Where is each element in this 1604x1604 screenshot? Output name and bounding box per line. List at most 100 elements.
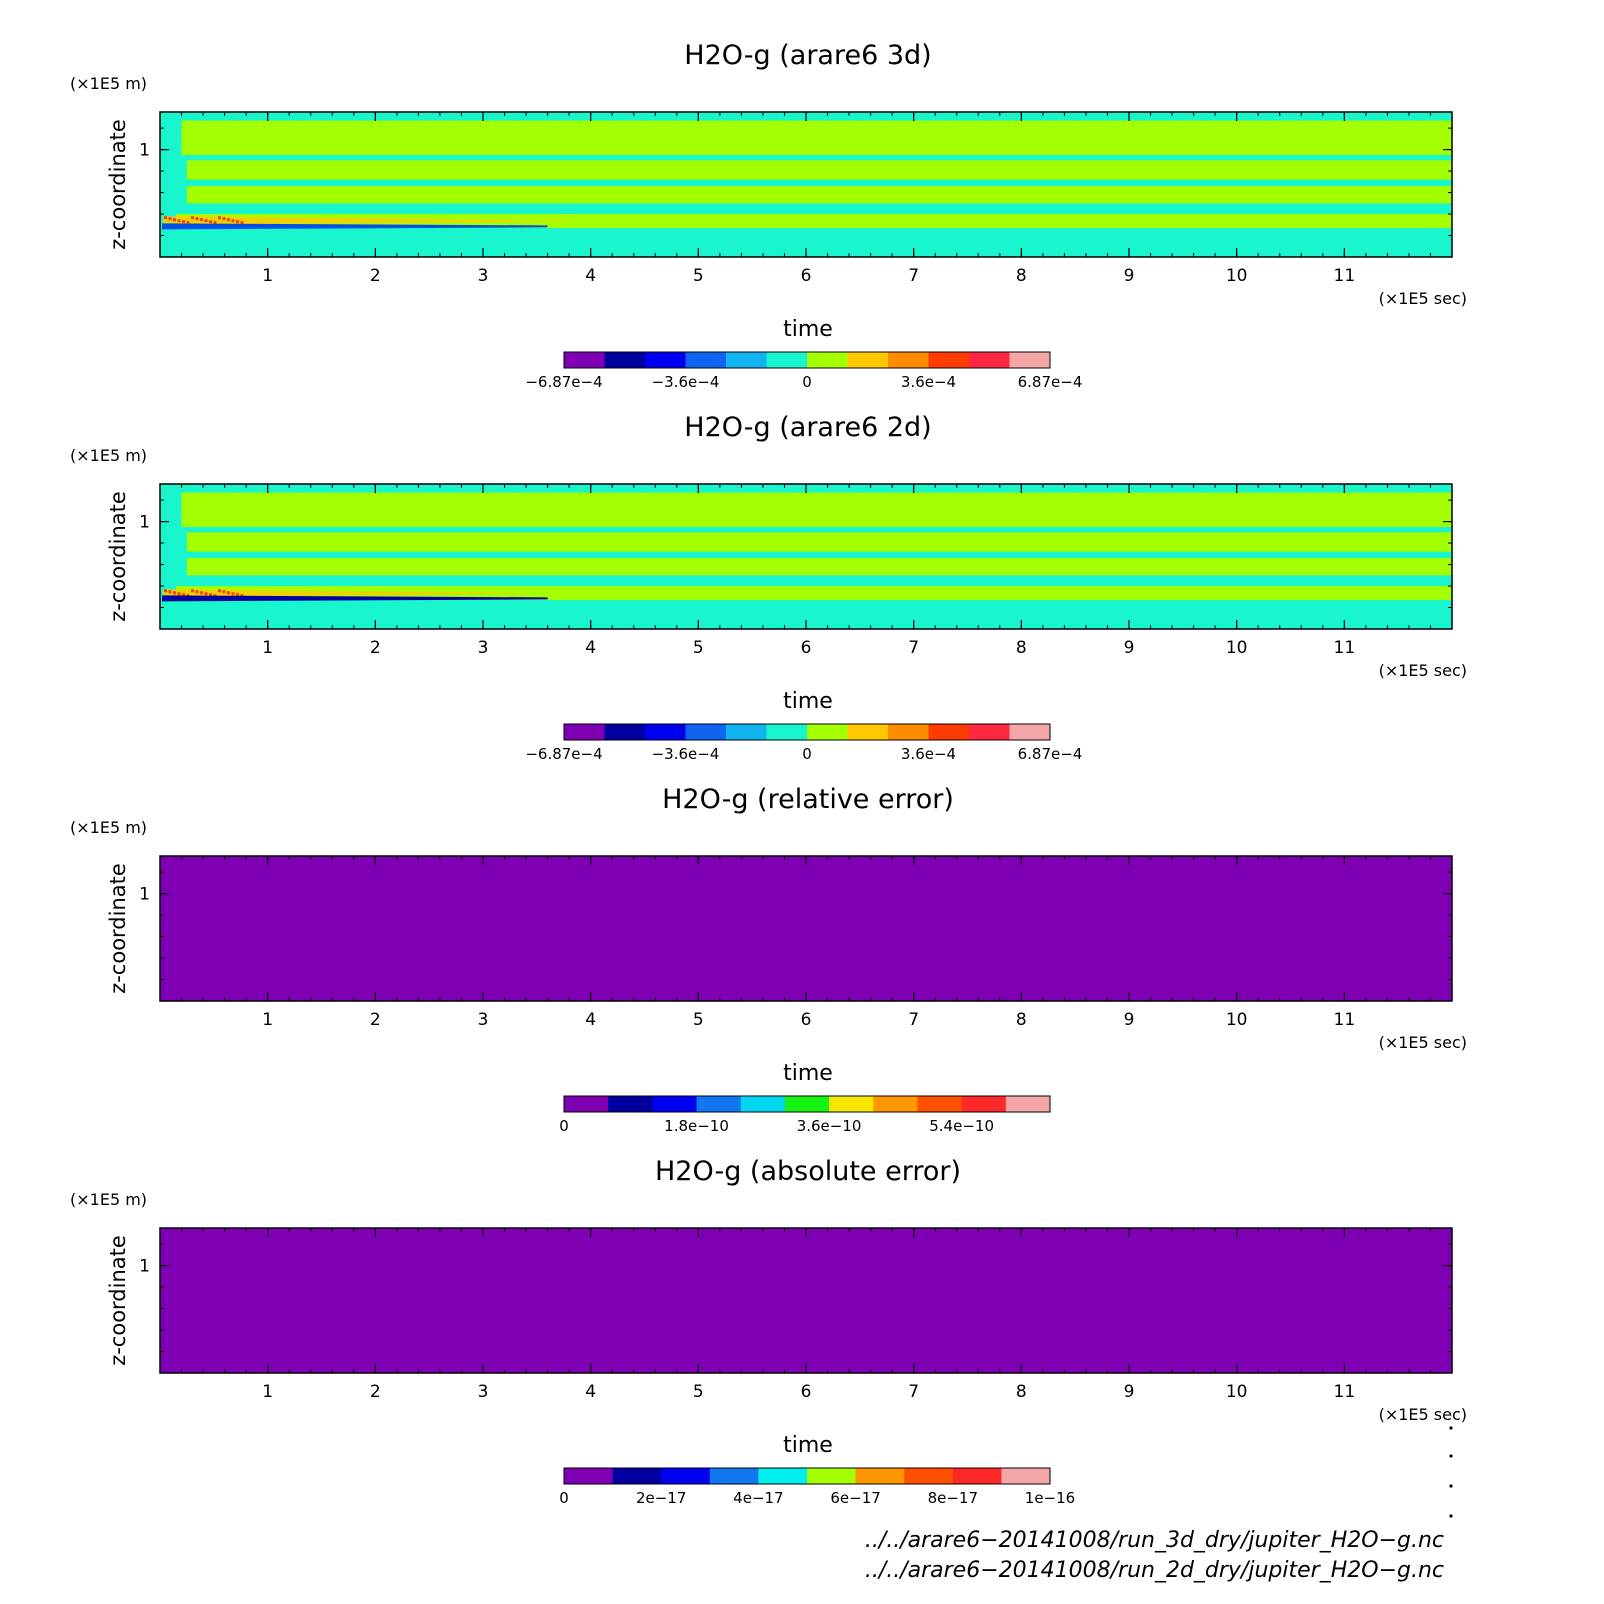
- field-speckle: [191, 216, 194, 220]
- field-speckle: [236, 220, 239, 224]
- colorbar-swatch: [928, 724, 970, 740]
- colorbar-swatch: [969, 724, 1010, 740]
- colorbar-tick-label: 6.87e−4: [1018, 745, 1083, 763]
- chart-title: H2O-g (absolute error): [655, 1156, 961, 1187]
- field-speckle: [240, 221, 244, 225]
- colorbar-swatch: [807, 1468, 856, 1484]
- x-tick-label: 9: [1124, 638, 1135, 658]
- marker-dot: [1449, 1484, 1453, 1488]
- colorbar-swatch: [645, 352, 686, 368]
- y-scale-label: (×1E5 m): [70, 1190, 147, 1209]
- field-band: [176, 586, 1452, 600]
- y-scale-label: (×1E5 m): [70, 446, 147, 465]
- chart-panel-4: H2O-g (absolute error) (×1E5 m) 1 2 3 4 5 6 7 8 9 1…: [70, 1156, 1467, 1507]
- x-tick-label: 10: [1226, 1382, 1248, 1402]
- colorbar-swatch: [961, 1096, 1007, 1112]
- colorbar-swatch: [766, 724, 808, 740]
- colorbar-frame: [563, 351, 1051, 369]
- colorbar-tick-label: 1.8e−10: [664, 1117, 729, 1135]
- y-scale-label: (×1E5 m): [70, 74, 147, 93]
- x-tick-label: 4: [585, 638, 596, 658]
- colorbar-swatch: [564, 352, 605, 368]
- y-tick-label: 1: [139, 513, 150, 533]
- colorbar-swatch: [612, 1468, 662, 1484]
- colorbar-swatch: [847, 724, 889, 740]
- field-speckle: [164, 216, 167, 220]
- x-axis-label: time: [783, 1061, 833, 1086]
- colorbar-tick-label: 0: [559, 1117, 569, 1135]
- x-tick-label: 7: [908, 638, 919, 658]
- x-tick-label: 1: [262, 266, 273, 286]
- x-axis-label: time: [783, 317, 833, 342]
- x-tick-label: 5: [693, 1010, 704, 1030]
- x-axis-label: time: [783, 689, 833, 714]
- colorbar-swatch: [829, 1096, 874, 1112]
- field-speckle: [227, 218, 230, 222]
- x-tick-label: 7: [908, 1010, 919, 1030]
- colorbar-tick-label: −6.87e−4: [525, 373, 602, 391]
- colorbar-tick-label: 3.6e−10: [797, 1117, 862, 1135]
- y-tick-label: 1: [139, 885, 150, 905]
- x-tick-label: 5: [693, 1382, 704, 1402]
- source-file-3d: ../../arare6−20141008/run_3d_dry/jupiter…: [864, 1528, 1444, 1553]
- x-tick-label: 5: [693, 266, 704, 286]
- y-scale-label: (×1E5 m): [70, 818, 147, 837]
- marker-dot: [1449, 1426, 1453, 1430]
- dark-layer: [162, 595, 548, 602]
- colorbar-swatch: [847, 352, 889, 368]
- colorbar-swatch: [807, 724, 848, 740]
- field-speckle: [173, 218, 176, 222]
- x-tick-label: 3: [478, 638, 489, 658]
- marker-dot: [1449, 1514, 1453, 1518]
- colorbar-tick-label: 5.4e−10: [929, 1117, 994, 1135]
- x-tick-label: 7: [908, 266, 919, 286]
- bright-layer: [163, 216, 570, 225]
- colorbar-swatch: [696, 1096, 742, 1112]
- x-tick-label: 11: [1334, 1010, 1356, 1030]
- x-tick-label: 3: [478, 1010, 489, 1030]
- colorbar-tick-label: 1e−16: [1025, 1489, 1075, 1507]
- x-tick-label: 9: [1124, 266, 1135, 286]
- field-speckle: [209, 220, 212, 224]
- colorbar-swatch: [661, 1468, 711, 1484]
- field-band: [176, 214, 1452, 228]
- colorbar-swatch: [564, 1468, 613, 1484]
- x-tick-label: 11: [1334, 266, 1356, 286]
- colorbar-tick-label: −3.6e−4: [652, 373, 720, 391]
- chart-title: H2O-g (arare6 2d): [684, 412, 931, 443]
- colorbar-swatch: [952, 1468, 1002, 1484]
- field-speckle: [195, 217, 199, 221]
- colorbar-tick-label: 6.87e−4: [1018, 373, 1083, 391]
- x-axis-label: time: [783, 1433, 833, 1458]
- field-speckle: [218, 589, 221, 593]
- x-tick-label: 7: [908, 1382, 919, 1402]
- x-tick-label: 10: [1226, 1010, 1248, 1030]
- field-band: [186, 532, 1453, 552]
- colorbar-swatch: [1001, 1468, 1051, 1484]
- field-speckle: [209, 593, 212, 597]
- x-tick-label: 1: [262, 1010, 273, 1030]
- colorbar-frame: [563, 1467, 1051, 1485]
- x-tick-label: 2: [370, 266, 381, 286]
- colorbar-swatch: [888, 352, 929, 368]
- colorbar-swatch: [604, 352, 646, 368]
- field-speckle: [182, 220, 185, 224]
- field-speckle: [204, 592, 208, 596]
- colorbar-swatch: [709, 1468, 759, 1484]
- field-speckle: [191, 589, 194, 593]
- source-file-2d: ../../arare6−20141008/run_2d_dry/jupiter…: [864, 1558, 1444, 1583]
- field-speckle: [168, 217, 172, 221]
- x-scale-label: (×1E5 sec): [1379, 1033, 1467, 1052]
- field-speckle: [195, 590, 199, 594]
- field-speckle: [218, 216, 221, 220]
- dark-layer: [162, 223, 548, 230]
- colorbar-frame: [563, 723, 1051, 741]
- y-axis-label: z-coordinate: [106, 1235, 130, 1366]
- field-band: [181, 120, 1453, 155]
- x-tick-label: 6: [801, 638, 812, 658]
- colorbar-tick-label: −3.6e−4: [652, 745, 720, 763]
- colorbar-tick-label: 2e−17: [636, 1489, 686, 1507]
- x-tick-label: 2: [370, 638, 381, 658]
- x-tick-label: 9: [1124, 1382, 1135, 1402]
- x-tick-label: 8: [1016, 1382, 1027, 1402]
